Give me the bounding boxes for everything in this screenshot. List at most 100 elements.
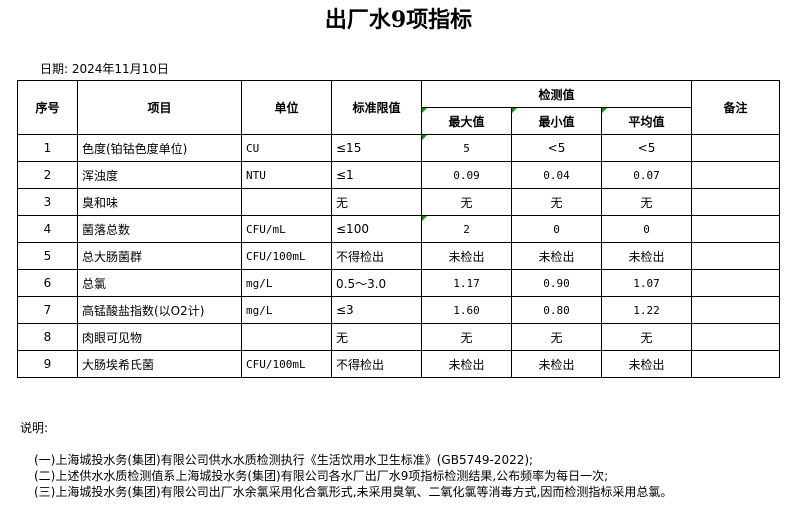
cell: 3 (17, 188, 78, 216)
cell: 无 (601, 323, 692, 351)
cell: 无 (331, 323, 422, 351)
cell: 2 (17, 161, 78, 189)
data-row: 5 总大肠菌群 CFU/100mL 不得检出 未检出 未检出 未检出 (17, 242, 780, 270)
data-row: 2 浑浊度 NTU ≤1 0.09 0.04 0.07 (17, 161, 780, 189)
remark-cell (691, 296, 780, 324)
subheader-cell: 最小值 (511, 107, 602, 135)
cell: 4 (17, 215, 78, 243)
table: 序号 项目 单位 标准限值 检测值 备注 最大值 最小值 平均值 1 色度(铂钴色度单位) CU ≤15… (17, 80, 780, 378)
notes-label: 说明: (20, 421, 49, 435)
cell (241, 323, 332, 351)
cell: 不得检出 (331, 350, 422, 378)
cell: mg/L (241, 269, 332, 297)
cell: 菌落总数 (77, 215, 242, 243)
remark-cell (691, 350, 780, 378)
remark-cell (691, 215, 780, 243)
cell: 无 (511, 323, 602, 351)
data-row: 7 高锰酸盐指数(以O2计) mg/L ≤3 1.60 0.80 1.22 (17, 296, 780, 324)
cell: 0 (511, 215, 602, 243)
cell: NTU (241, 161, 332, 189)
remark-cell (691, 242, 780, 270)
cell: 大肠埃希氏菌 (77, 350, 242, 378)
cell: 1.07 (601, 269, 692, 297)
cell (241, 188, 332, 216)
cell: 6 (17, 269, 78, 297)
data-row: 6 总氯 mg/L 0.5～3.0 1.17 0.90 1.07 (17, 269, 780, 297)
cell: 0.80 (511, 296, 602, 324)
header-cell: 序号 (17, 80, 78, 135)
remark-cell (691, 134, 780, 162)
remark-cell (691, 188, 780, 216)
cell: 0 (601, 215, 692, 243)
data-row: 8 肉眼可见物无无无无 (17, 323, 780, 351)
header-row: 序号 项目 单位 标准限值 检测值 备注 (17, 80, 780, 135)
cell: ≤3 (331, 296, 422, 324)
cell: <5 (601, 134, 692, 162)
cell: 0.07 (601, 161, 692, 189)
cell: 无 (421, 323, 512, 351)
cell: ≤1 (331, 161, 422, 189)
cell: <5 (511, 134, 602, 162)
cell: 总大肠菌群 (77, 242, 242, 270)
cell: CFU/100mL (241, 242, 332, 270)
cell: 未检出 (601, 350, 692, 378)
cell: 0.90 (511, 269, 602, 297)
cell: mg/L (241, 296, 332, 324)
cell: 0.5～3.0 (331, 269, 422, 297)
notes: 说明: (一)上海城投水务(集团)有限公司供水水质检测执行《生活饮用水卫生标准》… (20, 420, 672, 500)
data-row: 9 大肠埃希氏菌 CFU/100mL 不得检出 未检出 未检出 未检出 (17, 350, 780, 378)
cell: 肉眼可见物 (77, 323, 242, 351)
cell: 未检出 (511, 242, 602, 270)
header-cell: 单位 (241, 80, 332, 135)
cell: 9 (17, 350, 78, 378)
header-cell: 项目 (77, 80, 242, 135)
cell: CU (241, 134, 332, 162)
remark-cell (691, 323, 780, 351)
cell: 无 (511, 188, 602, 216)
title: 出厂水9项指标 (324, 7, 473, 33)
note-item: (一)上海城投水务(集团)有限公司供水水质检测执行《生活饮用水卫生标准》(GB5… (34, 453, 534, 467)
header-cell: 备注 (691, 80, 780, 135)
cell: 1.22 (601, 296, 692, 324)
cell: 0.04 (511, 161, 602, 189)
cell: 无 (331, 188, 422, 216)
cell: 总氯 (77, 269, 242, 297)
header-cell: 检测值 (421, 80, 692, 108)
cell: 未检出 (421, 242, 512, 270)
header-cell: 标准限值 (331, 80, 422, 135)
cell: 高锰酸盐指数(以O2计) (77, 296, 242, 324)
cell: 色度(铂钴色度单位) (77, 134, 242, 162)
cell: 7 (17, 296, 78, 324)
subheader-cell: 平均值 (601, 107, 692, 135)
data-row: 4 菌落总数 CFU/mL ≤100 2 0 0 (17, 215, 780, 243)
cell: 1 (17, 134, 78, 162)
cell: 臭和味 (77, 188, 242, 216)
subheader-cell: 最大值 (421, 107, 512, 135)
data-row: 1 色度(铂钴色度单位) CU ≤15 5 <5 <5 (17, 134, 780, 162)
cell: 5 (17, 242, 78, 270)
cell: 5 (421, 134, 512, 162)
cell: 8 (17, 323, 78, 351)
cell: 不得检出 (331, 242, 422, 270)
cell: 无 (421, 188, 512, 216)
cell: ≤100 (331, 215, 422, 243)
cell: 1.60 (421, 296, 512, 324)
cell: 未检出 (421, 350, 512, 378)
remark-cell (691, 269, 780, 297)
cell: 无 (601, 188, 692, 216)
cell: 浑浊度 (77, 161, 242, 189)
cell: 2 (421, 215, 512, 243)
cell: CFU/100mL (241, 350, 332, 378)
note-item: (三)上海城投水务(集团)有限公司出厂水余氯采用化合氯形式,未采用臭氧、二氧化氯… (34, 485, 673, 499)
cell: ≤15 (331, 134, 422, 162)
date: 日期: 2024年11月10日 (40, 62, 169, 76)
remark-cell (691, 161, 780, 189)
note-item: (二)上述供水水质检测值系上海城投水务(集团)有限公司各水厂出厂水9项指标检测结… (34, 469, 609, 483)
cell: CFU/mL (241, 215, 332, 243)
cell: 未检出 (601, 242, 692, 270)
cell: 未检出 (511, 350, 602, 378)
cell: 0.09 (421, 161, 512, 189)
data-row: 3 臭和味无无无无 (17, 188, 780, 216)
cell: 1.17 (421, 269, 512, 297)
